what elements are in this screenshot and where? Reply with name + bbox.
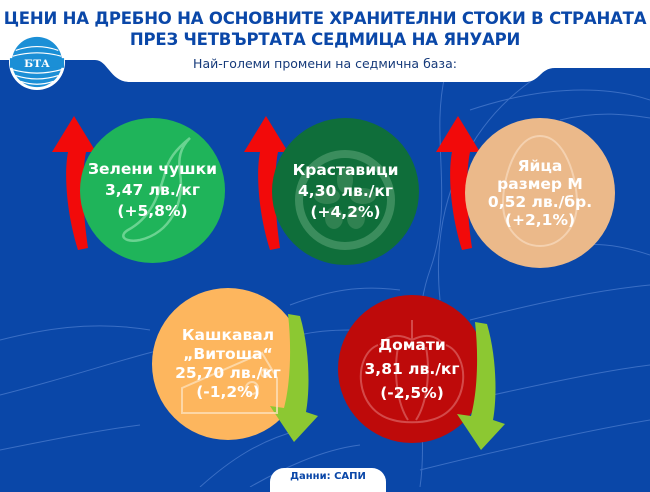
- increase-arrow-icon: [52, 116, 96, 250]
- item-card-tomatoes: Домати 3,81 лв./кг (-2,5%): [338, 295, 486, 443]
- item-change: (+4,2%): [310, 203, 381, 221]
- item-price: 0,52 лв./бр.: [487, 193, 593, 211]
- subtitle: Най-големи промени на седмична база:: [193, 56, 457, 71]
- item-card-cheese: Кашкавал „Витоша“ 25,70 лв./кг (-1,2%): [152, 288, 304, 440]
- item-price: 25,70 лв./кг: [175, 364, 281, 382]
- egg-icon: [501, 134, 579, 248]
- item-change: (-2,5%): [380, 384, 444, 402]
- title-line-1: ЦЕНИ НА ДРЕБНО НА ОСНОВНИТЕ ХРАНИТЕЛНИ С…: [3, 9, 647, 28]
- item-price: 4,30 лв./кг: [298, 182, 393, 200]
- item-card-eggs: Яйца размер М 0,52 лв./бр. (+2,1%): [465, 118, 615, 268]
- item-name-line-2: размер М: [497, 175, 583, 193]
- increase-arrow-icon: [436, 116, 480, 250]
- tomato-icon: [359, 320, 465, 424]
- item-card-green-peppers: Зелени чушки 3,47 лв./кг (+5,8%): [80, 118, 225, 263]
- item-name: Зелени чушки: [88, 160, 217, 178]
- bta-logo: БТА: [8, 33, 66, 91]
- decrease-arrow-icon: [270, 314, 318, 442]
- item-name-line-2: „Витоша“: [183, 345, 273, 363]
- item-change: (+5,8%): [117, 202, 188, 220]
- item-name-line-1: Яйца: [517, 157, 563, 175]
- item-name-line-1: Кашкавал: [181, 326, 275, 344]
- decrease-arrow-icon: [457, 322, 505, 450]
- svg-text:БТА: БТА: [24, 57, 50, 70]
- cucumber-slice-icon: [295, 150, 395, 250]
- item-name: Краставици: [292, 161, 399, 179]
- item-price: 3,81 лв./кг: [364, 360, 460, 378]
- item-change: (+2,1%): [504, 211, 576, 229]
- page-title: ЦЕНИ НА ДРЕБНО НА ОСНОВНИТЕ ХРАНИТЕЛНИ С…: [0, 8, 650, 50]
- increase-arrow-icon: [244, 116, 288, 250]
- item-price: 3,47 лв./кг: [105, 181, 200, 199]
- cheese-icon: [181, 351, 278, 414]
- title-line-2: ПРЕЗ ЧЕТВЪРТАТА СЕДМИЦА НА ЯНУАРИ: [129, 30, 521, 49]
- pepper-icon: [122, 137, 191, 242]
- item-change: (-1,2%): [196, 383, 260, 401]
- item-card-cucumbers: Краставици 4,30 лв./кг (+4,2%): [272, 118, 419, 265]
- item-name: Домати: [378, 336, 446, 354]
- data-source-label: Данни: САПИ: [270, 468, 386, 492]
